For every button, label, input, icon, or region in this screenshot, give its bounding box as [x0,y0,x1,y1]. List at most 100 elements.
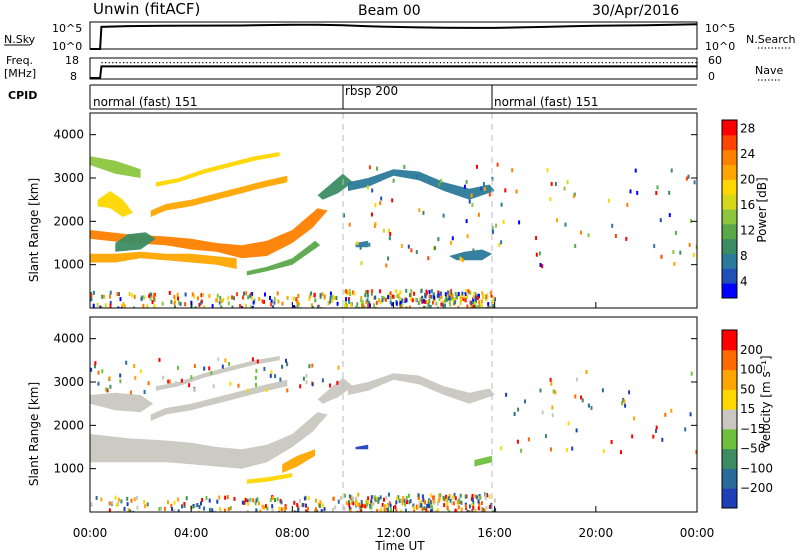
scatter-point [323,507,326,512]
scatter-point [224,495,227,500]
scatter-point [198,302,201,307]
scatter-point [208,507,211,512]
scatter-point [446,497,449,502]
heatmap-region-2 [90,251,237,269]
scatter-point [424,294,427,299]
scatter-point [472,300,475,304]
y-tick-label: 3000 [53,171,84,185]
scatter-point [468,199,471,204]
scatter-point [220,299,223,304]
scatter-point [122,302,125,307]
scatter-point [126,496,129,501]
scatter-point [453,501,455,506]
scatter-point [218,300,221,305]
scatter-point [423,306,426,308]
scatter-point [398,499,401,504]
scatter-point [602,449,605,454]
scatter-point [319,500,322,505]
scatter-point [281,301,284,306]
scatter-point [231,295,233,300]
scatter-point [348,299,351,304]
colorbar-swatch [722,468,737,489]
scatter-point [367,496,370,501]
scatter-point [473,304,476,308]
scatter-point [201,498,204,502]
colorbar-swatch [722,409,737,430]
scatter-point [378,298,381,303]
scatter-point [321,503,324,508]
scatter-point [343,213,345,218]
scatter-point [220,305,223,308]
scatter-point [429,500,432,505]
scatter-point [460,507,463,512]
scatter-point [541,264,544,269]
colorbar-tick-label: 100 [740,363,763,377]
scatter-point [620,450,622,455]
scatter-point [489,290,492,295]
scatter-point [656,185,659,190]
scatter-point [231,305,234,308]
scatter-point [334,505,337,510]
heatmap-region-11 [449,249,493,261]
scatter-point [485,306,488,308]
scatter-point [188,383,191,388]
scatter-point [425,508,428,512]
scatter-point [360,298,363,303]
scatter-point [251,357,254,362]
scatter-point [208,498,211,503]
scatter-point [433,295,436,300]
heatmap-region-5 [115,232,156,252]
scatter-point [302,376,305,381]
scatter-point [664,412,667,417]
power-y-axis: 1000 2000 3000 4000 [53,128,697,272]
scatter-point [414,297,417,302]
x-tick-label: 16:00 [477,526,512,540]
scatter-point [269,295,271,300]
scatter-point [445,298,448,303]
scatter-point [622,397,625,402]
y-tick-label: 4000 [53,128,84,142]
scatter-point [574,394,577,399]
scatter-point [574,244,577,249]
scatter-point [380,507,383,512]
scatter-point [388,492,390,497]
colorbar-tick-label: 50 [740,382,755,396]
scatter-point [383,296,386,301]
scatter-point [310,291,312,296]
scatter-point [119,373,122,378]
scatter-point [101,294,104,299]
scatter-point [250,295,253,300]
scatter-point [329,295,332,300]
scatter-point [143,295,146,300]
scatter-point [511,168,514,173]
scatter-point [495,223,498,228]
colorbar-tick-label: 200 [740,343,763,357]
heatmap-region-10 [355,444,369,450]
scatter-point [345,305,348,308]
scatter-point [469,290,472,295]
scatter-point [538,251,541,256]
scatter-point [297,293,300,298]
scatter-point [448,510,451,512]
noise-search-label: N.Search [746,33,796,46]
scatter-point [376,496,379,501]
scatter-point [480,186,483,191]
scatter-point [349,509,352,512]
scatter-point [314,298,317,303]
scatter-point [349,506,352,511]
noise-panel: N.Sky 10^5 10^0 10^5 10^0 N.Search [4,21,796,53]
scatter-point [688,242,691,247]
scatter-point [269,497,272,502]
scatter-point [283,510,286,512]
scatter-point [214,510,217,512]
scatter-point [516,439,519,444]
scatter-point [449,498,452,503]
scatter-point [271,504,274,509]
scatter-point [379,300,382,305]
scatter-point [403,498,406,503]
scatter-point [421,299,424,304]
scatter-point [139,369,142,374]
scatter-point [413,506,416,510]
scatter-point [430,289,433,294]
x-tick-label: 00:00 [73,526,108,540]
